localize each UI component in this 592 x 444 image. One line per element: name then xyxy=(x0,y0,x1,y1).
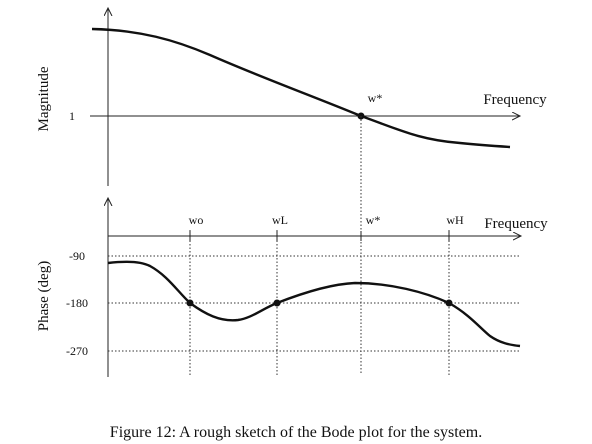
wH-crossing-point xyxy=(445,299,453,307)
magnitude-plot: Magnitude 1 w* Frequency xyxy=(36,8,547,186)
phase-plot: Phase (deg) -90 -180 -270 wo wL w* wH Fr… xyxy=(36,198,548,377)
magnitude-frequency-label: Frequency xyxy=(483,92,547,108)
phase-y-tick-minus-90: -90 xyxy=(69,249,85,263)
magnitude-w-star-label: w* xyxy=(368,91,383,105)
phase-y-tick-minus-270: -270 xyxy=(66,344,88,358)
wH-label: wH xyxy=(446,213,464,227)
wL-label: wL xyxy=(272,213,288,227)
phase-y-label: Phase (deg) xyxy=(36,261,52,331)
figure-caption: Figure 12: A rough sketch of the Bode pl… xyxy=(109,424,483,441)
magnitude-y-tick-1: 1 xyxy=(69,109,75,123)
wo-label: wo xyxy=(189,213,204,227)
phase-y-tick-minus-180: -180 xyxy=(66,296,88,310)
magnitude-y-label: Magnitude xyxy=(36,66,52,131)
wL-crossing-point xyxy=(273,299,281,307)
wo-crossing-point xyxy=(186,299,194,307)
phase-curve xyxy=(107,260,521,348)
w-star-phase-label: w* xyxy=(366,213,381,227)
phase-frequency-label: Frequency xyxy=(484,216,548,232)
magnitude-curve xyxy=(91,27,511,149)
